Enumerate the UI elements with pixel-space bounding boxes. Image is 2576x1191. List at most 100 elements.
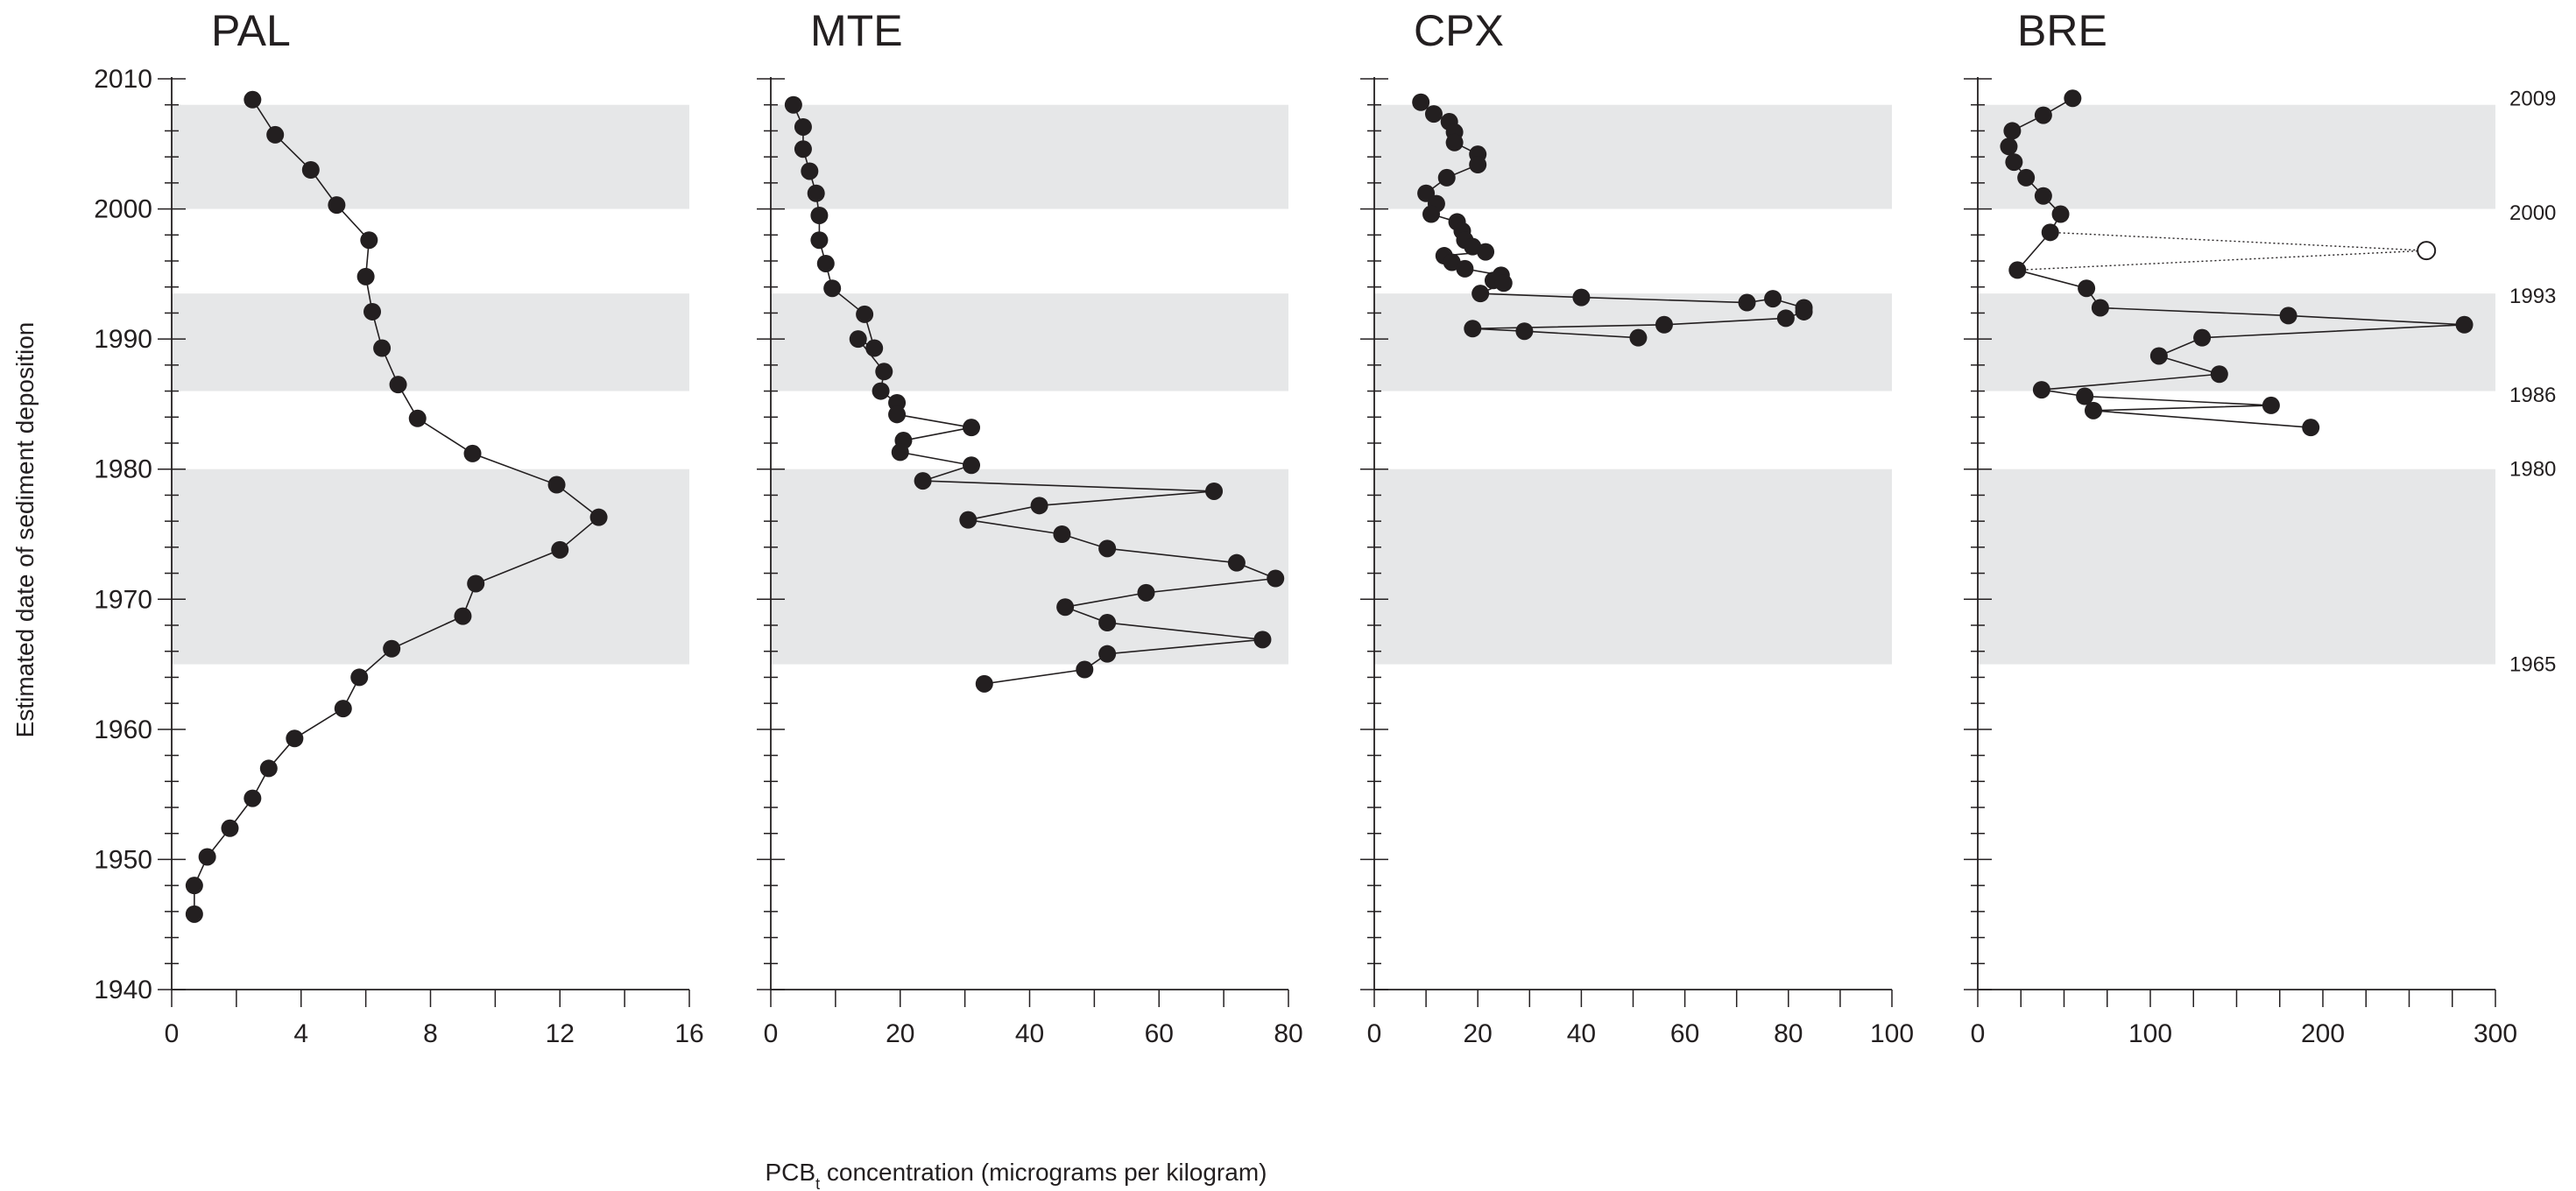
data-point-pal-6 bbox=[363, 302, 382, 321]
band-mte-1 bbox=[771, 293, 1288, 391]
data-point-bre-7 bbox=[2051, 205, 2070, 223]
y-axis-title: Estimated date of sediment deposition bbox=[11, 322, 39, 738]
data-point-bre-13 bbox=[2455, 315, 2474, 334]
data-point-bre-18 bbox=[2076, 387, 2094, 405]
x-tick-label-cpx-40: 40 bbox=[1567, 1019, 1596, 1048]
data-point-cpx-6 bbox=[1469, 156, 1487, 174]
data-point-pal-9 bbox=[408, 409, 427, 427]
panel-title-bre: BRE bbox=[2017, 6, 2107, 55]
data-point-pal-7 bbox=[373, 339, 392, 357]
hollow-point-bre-0 bbox=[2417, 241, 2437, 261]
data-point-mte-34 bbox=[975, 674, 993, 693]
data-point-pal-11 bbox=[547, 476, 566, 494]
reference-year-1986: 1986 bbox=[2509, 384, 2556, 407]
data-point-cpx-23 bbox=[1572, 288, 1591, 307]
data-point-mte-27 bbox=[1267, 569, 1285, 588]
x-axis-title-prefix: PCB bbox=[766, 1159, 816, 1186]
outlier-dotted-line-bre bbox=[2017, 231, 2427, 271]
x-tick-label-cpx-20: 20 bbox=[1464, 1019, 1493, 1048]
data-point-bre-8 bbox=[2041, 223, 2059, 242]
data-point-mte-11 bbox=[849, 330, 867, 349]
data-point-cpx-22 bbox=[1471, 285, 1490, 303]
x-tick-label-bre-0: 0 bbox=[1971, 1019, 1986, 1048]
data-point-pal-4 bbox=[360, 231, 378, 250]
data-point-pal-0 bbox=[243, 90, 262, 109]
data-point-cpx-15 bbox=[1477, 243, 1495, 261]
data-point-mte-15 bbox=[888, 405, 907, 424]
data-point-mte-24 bbox=[1053, 525, 1071, 543]
band-bre-2 bbox=[1978, 469, 2495, 665]
data-point-cpx-21 bbox=[1494, 274, 1513, 292]
x-tick-label-mte-0: 0 bbox=[764, 1019, 779, 1048]
data-point-bre-4 bbox=[2005, 153, 2023, 172]
data-point-bre-20 bbox=[2084, 401, 2102, 419]
x-tick-label-pal-16: 16 bbox=[674, 1019, 703, 1048]
reference-year-2009: 2009 bbox=[2509, 87, 2556, 110]
x-tick-label-cpx-100: 100 bbox=[1870, 1019, 1914, 1048]
data-point-cpx-32 bbox=[1629, 328, 1648, 347]
data-point-pal-21 bbox=[243, 789, 262, 807]
x-axis-title: PCBt concentration (micrograms per kilog… bbox=[766, 1159, 1267, 1191]
data-point-cpx-29 bbox=[1655, 315, 1673, 334]
data-point-bre-1 bbox=[2034, 106, 2052, 124]
band-cpx-2 bbox=[1374, 469, 1892, 665]
data-point-cpx-25 bbox=[1764, 290, 1782, 308]
data-point-bre-6 bbox=[2034, 187, 2052, 205]
data-point-pal-25 bbox=[185, 905, 203, 923]
data-point-bre-3 bbox=[2000, 137, 2018, 156]
data-point-mte-5 bbox=[810, 207, 829, 224]
data-point-cpx-17 bbox=[1443, 253, 1461, 271]
y-tick-label-2000: 2000 bbox=[94, 195, 152, 224]
data-point-pal-5 bbox=[356, 267, 375, 285]
data-point-cpx-10 bbox=[1422, 205, 1441, 223]
data-point-cpx-7 bbox=[1437, 168, 1456, 187]
data-point-pal-12 bbox=[589, 508, 608, 526]
x-tick-label-bre-300: 300 bbox=[2474, 1019, 2517, 1048]
x-tick-label-cpx-0: 0 bbox=[1367, 1019, 1382, 1048]
data-point-mte-13 bbox=[872, 382, 890, 400]
data-point-pal-22 bbox=[221, 819, 239, 837]
data-point-mte-18 bbox=[891, 443, 909, 462]
data-point-mte-9 bbox=[856, 305, 874, 323]
data-point-mte-31 bbox=[1253, 631, 1272, 649]
data-point-bre-12 bbox=[2279, 307, 2297, 325]
data-point-mte-6 bbox=[810, 231, 829, 250]
y-tick-label-1970: 1970 bbox=[94, 585, 152, 614]
data-point-mte-2 bbox=[794, 140, 812, 159]
band-bre-1 bbox=[1978, 293, 2495, 391]
x-tick-label-pal-4: 4 bbox=[293, 1019, 308, 1048]
x-tick-label-pal-0: 0 bbox=[165, 1019, 180, 1048]
data-point-pal-10 bbox=[463, 444, 482, 462]
y-tick-label-1990: 1990 bbox=[94, 325, 152, 354]
data-point-cpx-1 bbox=[1424, 105, 1443, 123]
data-point-bre-11 bbox=[2091, 299, 2109, 317]
data-point-pal-14 bbox=[467, 574, 485, 593]
reference-year-2000: 2000 bbox=[2509, 201, 2556, 225]
band-cpx-0 bbox=[1374, 104, 1892, 209]
data-point-cpx-27 bbox=[1795, 302, 1813, 321]
band-pal-0 bbox=[172, 104, 689, 209]
data-point-mte-16 bbox=[963, 419, 981, 437]
data-point-cpx-30 bbox=[1464, 320, 1482, 338]
data-point-mte-1 bbox=[794, 117, 812, 136]
panel-pal: PAL 1940 1950 1960 1970 1980 1990 2000 2010 0 4 8 12… bbox=[94, 6, 703, 1048]
data-point-pal-24 bbox=[185, 877, 203, 895]
reference-year-1980: 1980 bbox=[2509, 458, 2556, 482]
data-point-pal-3 bbox=[328, 196, 346, 215]
x-tick-label-bre-100: 100 bbox=[2128, 1019, 2172, 1048]
data-point-mte-3 bbox=[801, 162, 819, 180]
x-axis-title-suffix: concentration (micrograms per kilogram) bbox=[820, 1159, 1267, 1186]
data-point-bre-19 bbox=[2262, 396, 2280, 414]
band-mte-2 bbox=[771, 469, 1288, 665]
panel-title-cpx: CPX bbox=[1414, 6, 1504, 55]
x-tick-label-mte-20: 20 bbox=[886, 1019, 914, 1048]
data-point-cpx-4 bbox=[1445, 133, 1464, 152]
data-point-mte-32 bbox=[1098, 645, 1117, 663]
x-axis-title-subscript: t bbox=[815, 1175, 820, 1191]
data-point-mte-30 bbox=[1098, 614, 1117, 632]
data-point-mte-12 bbox=[875, 363, 893, 381]
data-point-cpx-28 bbox=[1776, 309, 1795, 328]
x-tick-label-mte-40: 40 bbox=[1015, 1019, 1044, 1048]
